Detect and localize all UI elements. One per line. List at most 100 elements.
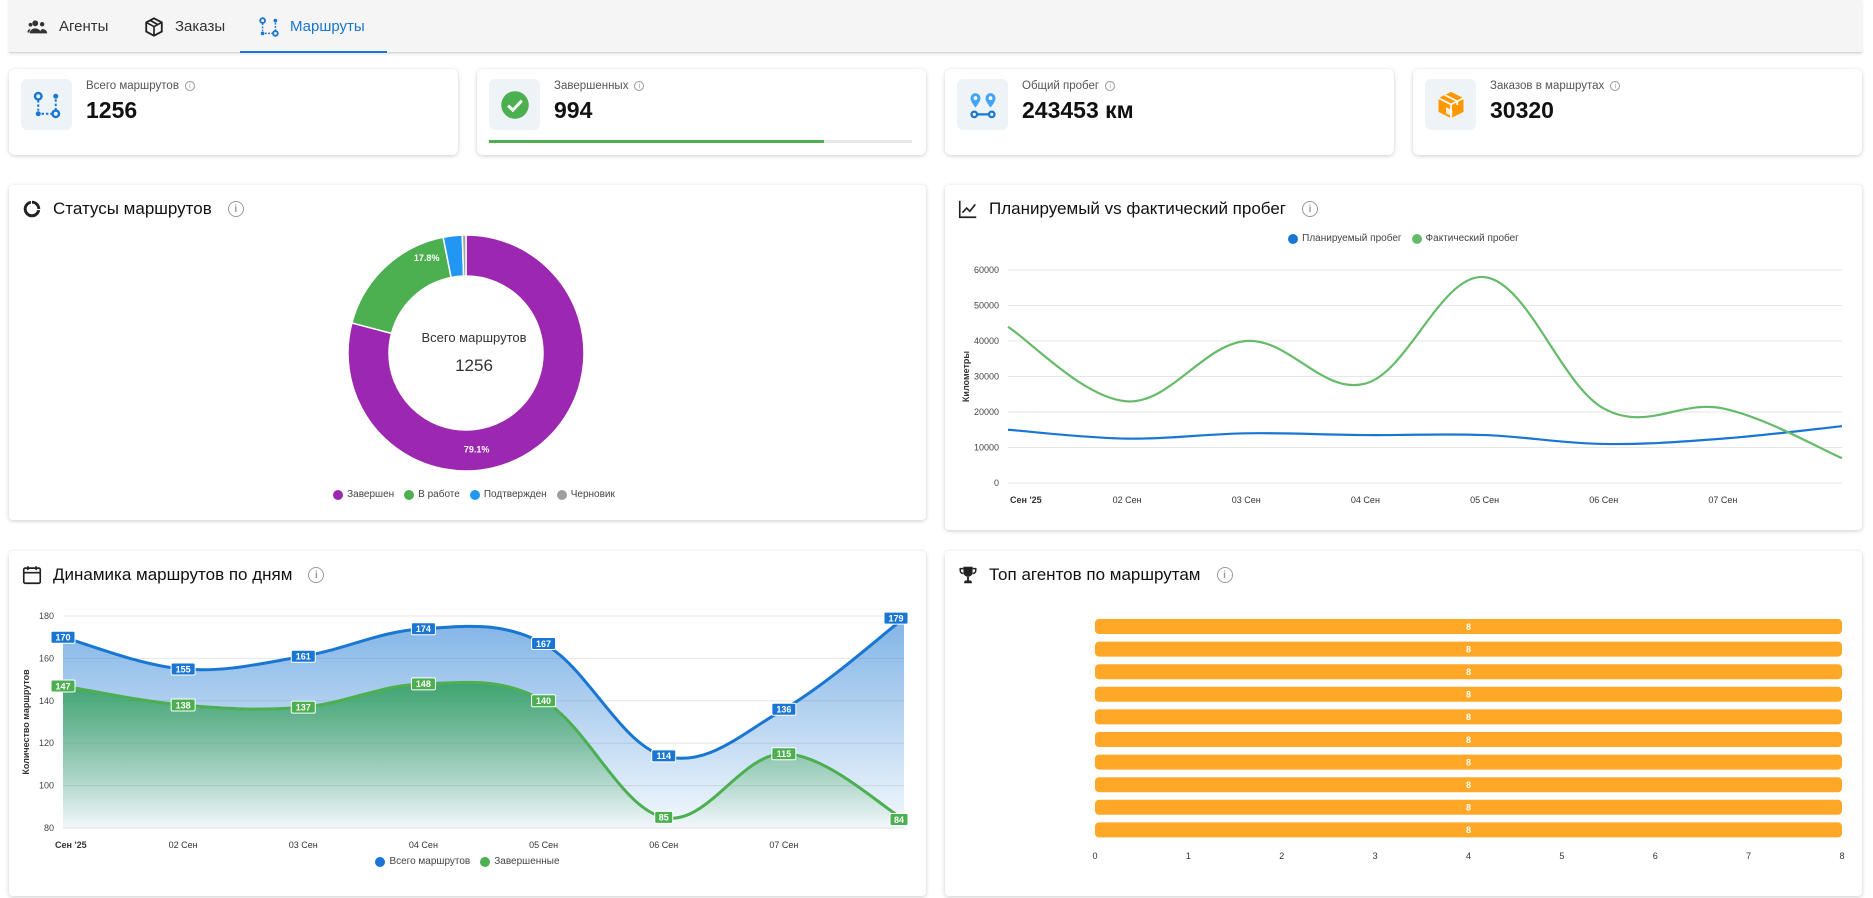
data-label-box [651,749,677,763]
pie-slice [461,234,467,277]
kpi-icon-box [957,79,1008,130]
agent-bar [1095,709,1842,725]
agent-bar [1095,822,1842,838]
bar-data-label: 8 [1466,825,1471,835]
y-tick-label: 180 [39,611,54,621]
data-label: 167 [536,639,551,649]
users-icon [27,19,48,33]
kpi-value: 994 [554,97,593,123]
info-icon[interactable]: i [184,81,195,91]
x-tick-label: 02 Сен [1113,495,1142,505]
tab-bar: Агенты Заказы Маршруты [9,0,1862,53]
kpi-label: Заказов в маршрутах [1490,80,1605,92]
data-label: 170 [55,633,70,643]
donut-legend: Завершен В работе Подтвержден Черновик [331,489,617,500]
legend-item[interactable]: Черновик [556,489,615,500]
box-icon [145,16,163,37]
tab-label: Маршруты [290,18,365,35]
bar-data-label: 8 [1466,690,1471,700]
y-tick-label: 140 [39,696,54,706]
x-tick-label: 05 Сен [1470,495,1499,505]
y-tick-label: 0 [994,478,999,488]
legend-item[interactable]: В работе [404,489,460,500]
x-tick-label: 04 Сен [409,840,438,850]
dynamics-legend: Всего маршрутов Завершенные [9,856,926,867]
mileage-line-chart: 0 10000 20000 30000 40000 50000 60000 Сен '25 02… [961,265,1843,505]
data-label-box [50,630,76,644]
data-label: 137 [296,702,311,712]
bar-data-label: 8 [1466,644,1471,654]
info-icon[interactable]: i [1216,567,1233,583]
x-tick-label: 03 Сен [289,840,318,850]
x-tick-label: 3 [1373,851,1378,861]
info-icon[interactable]: i [1302,201,1318,217]
donut-center-label: Всего маршрутов [421,330,527,345]
kpi-label: Завершенных [554,80,629,92]
legend-item[interactable]: Завершенные [480,856,560,867]
data-label: 85 [659,813,669,823]
legend-item[interactable]: Фактический пробег [1411,233,1519,244]
data-label-box [654,810,674,824]
y-tick-label: 50000 [974,301,999,311]
series-line [1007,275,1843,460]
bar-data-label: 8 [1466,757,1471,767]
info-icon[interactable]: i [634,81,645,91]
panel-route-dynamics: Динамика маршрутов по дням i 80 100 120 140… [9,551,926,896]
y-tick-label: 100 [39,781,54,791]
legend-marker [1288,233,1299,244]
data-label-box [883,611,909,625]
kpi-total-routes: Всего маршрутов i 1256 [9,69,458,155]
x-tick-label: 03 Сен [1232,495,1261,505]
x-tick-label: 06 Сен [1589,495,1618,505]
slice-data-label: 79.1% [464,444,490,454]
bar-data-label: 8 [1466,622,1471,632]
tab-label: Агенты [59,18,109,35]
data-label-box [50,679,76,693]
panel-title: Планируемый vs фактический пробег [989,199,1286,218]
legend-item[interactable]: Всего маршрутов [375,856,470,867]
kpi-value: 30320 [1490,97,1554,123]
x-tick-label: 4 [1466,851,1471,861]
bar-data-label: 8 [1466,780,1471,790]
x-tick-label: 04 Сен [1351,495,1380,505]
map-pins-icon [969,92,996,118]
legend-item[interactable]: Завершен [333,489,394,500]
panel-title: Статусы маршрутов [53,199,212,218]
info-icon[interactable]: i [227,201,244,217]
legend-label: Планируемый пробег [1302,233,1402,244]
legend-item[interactable]: Подтвержден [469,489,547,500]
tab-orders[interactable]: Заказы [125,0,243,53]
data-label-box [410,622,436,636]
completion-progress-bar [489,140,912,143]
legend-label: Завершенные [494,856,560,867]
y-axis-label: Количество маршрутов [21,669,31,775]
legend-label: Фактический пробег [1425,233,1519,244]
data-label: 115 [777,749,792,759]
x-tick-label: 6 [1653,851,1658,861]
data-label-box [889,813,909,827]
kpi-icon-box [21,79,72,130]
panel-mileage: Планируемый vs фактический пробег i План… [945,185,1862,530]
y-axis-label: Километры [961,351,971,402]
legend-label: Завершен [347,489,395,500]
info-icon[interactable]: i [308,567,325,583]
data-label-box [170,698,196,712]
x-tick-label: 7 [1746,851,1751,861]
x-tick-label: 2 [1279,851,1284,861]
info-icon[interactable]: i [1610,81,1621,91]
bar-data-label: 8 [1466,803,1471,813]
y-tick-label: 80 [44,823,54,833]
agent-bar [1095,754,1842,770]
data-label-box [410,677,436,691]
data-label: 140 [536,696,551,706]
kpi-total-mileage: Общий пробег i 243453 км [945,69,1394,155]
data-label: 155 [176,664,191,674]
legend-marker [480,856,491,867]
data-label-box [170,662,196,676]
data-label: 147 [55,681,70,691]
legend-item[interactable]: Планируемый пробег [1288,233,1402,244]
legend-marker [375,856,386,867]
tab-routes[interactable]: Маршруты [240,0,387,53]
info-icon[interactable]: i [1105,81,1116,91]
tab-agents[interactable]: Агенты [9,0,126,53]
